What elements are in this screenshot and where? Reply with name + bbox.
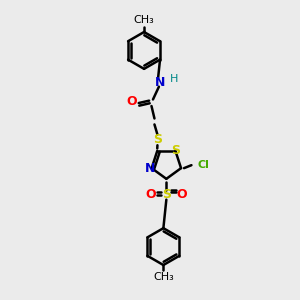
Text: S: S	[162, 188, 171, 201]
Text: N: N	[145, 162, 155, 175]
Text: CH₃: CH₃	[134, 16, 154, 26]
Text: Cl: Cl	[197, 160, 209, 170]
Text: N: N	[155, 76, 166, 89]
Text: O: O	[146, 188, 156, 201]
Text: S: S	[172, 144, 181, 158]
Text: CH₃: CH₃	[153, 272, 174, 282]
Text: H: H	[170, 74, 178, 84]
Text: S: S	[153, 134, 162, 146]
Text: O: O	[176, 188, 187, 201]
Text: O: O	[127, 95, 137, 108]
